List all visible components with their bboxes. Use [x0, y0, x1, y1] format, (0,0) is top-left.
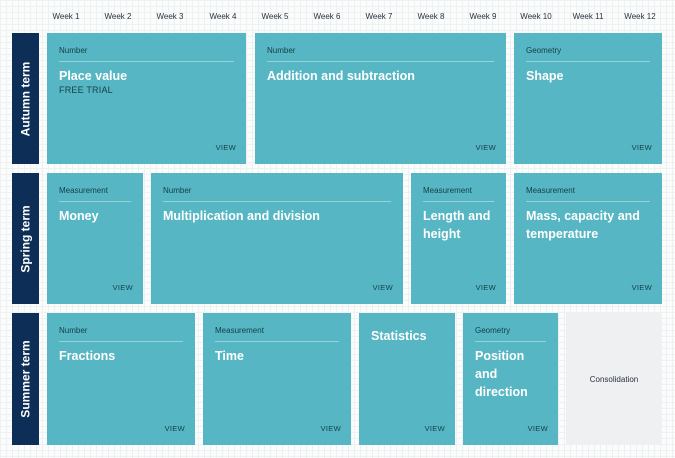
view-link[interactable]: VIEW [424, 424, 445, 433]
block-category: Number [59, 46, 234, 62]
block-category: Number [59, 326, 183, 342]
consolidation-label: Consolidation [589, 374, 639, 384]
week-label: Week 9 [469, 12, 497, 21]
week-label: Week 3 [156, 12, 184, 21]
block-title: Shape [526, 69, 564, 83]
autumn-term-text: Autumn term [18, 61, 33, 136]
block-title: Statistics [371, 329, 427, 343]
block-card-fractions[interactable]: Number Fractions VIEW [47, 313, 195, 445]
block-category: Number [163, 186, 391, 202]
free-trial-badge: FREE TRIAL [59, 85, 113, 95]
block-card-multiplication-division[interactable]: Number Multiplication and division VIEW [151, 173, 403, 304]
consolidation-block: Consolidation [566, 313, 662, 445]
block-card-shape[interactable]: Geometry Shape VIEW [514, 33, 662, 164]
block-title: Money [59, 209, 99, 223]
block-title: Time [215, 349, 244, 363]
view-link[interactable]: VIEW [372, 283, 393, 292]
summer-term-label: Summer term [12, 313, 39, 445]
view-link[interactable]: VIEW [320, 424, 341, 433]
block-title: Position and direction [475, 349, 528, 399]
block-card-statistics[interactable]: Statistics VIEW [359, 313, 455, 445]
block-card-addition-subtraction[interactable]: Number Addition and subtraction VIEW [255, 33, 506, 164]
view-link[interactable]: VIEW [631, 283, 652, 292]
week-label: Week 4 [209, 12, 237, 21]
view-link[interactable]: VIEW [527, 424, 548, 433]
block-title: Length and height [423, 209, 491, 241]
view-link[interactable]: VIEW [164, 424, 185, 433]
week-label: Week 2 [104, 12, 132, 21]
block-card-place-value[interactable]: Number Place value FREE TRIAL VIEW [47, 33, 246, 164]
block-category: Number [267, 46, 494, 62]
view-link[interactable]: VIEW [475, 283, 496, 292]
block-title: Fractions [59, 349, 116, 363]
block-category: Measurement [59, 186, 131, 202]
block-card-time[interactable]: Measurement Time VIEW [203, 313, 351, 445]
week-label: Week 6 [313, 12, 341, 21]
view-link[interactable]: VIEW [631, 143, 652, 152]
week-label: Week 11 [572, 12, 604, 21]
view-link[interactable]: VIEW [215, 143, 236, 152]
autumn-term-label: Autumn term [12, 33, 39, 164]
view-link[interactable]: VIEW [112, 283, 133, 292]
view-link[interactable]: VIEW [475, 143, 496, 152]
block-category: Measurement [423, 186, 494, 202]
block-title: Mass, capacity and temperature [526, 209, 640, 241]
week-label: Week 12 [624, 12, 656, 21]
week-label: Week 8 [417, 12, 445, 21]
spring-term-label: Spring term [12, 173, 39, 304]
block-title: Addition and subtraction [267, 69, 415, 83]
block-card-mass-capacity-temperature[interactable]: Measurement Mass, capacity and temperatu… [514, 173, 662, 304]
block-card-length-height[interactable]: Measurement Length and height VIEW [411, 173, 506, 304]
block-category: Measurement [526, 186, 650, 202]
block-card-money[interactable]: Measurement Money VIEW [47, 173, 143, 304]
week-label: Week 5 [261, 12, 289, 21]
block-category: Geometry [475, 326, 546, 342]
block-category: Measurement [215, 326, 339, 342]
week-label: Week 10 [520, 12, 552, 21]
spring-term-text: Spring term [18, 204, 33, 273]
week-label: Week 1 [52, 12, 80, 21]
block-category: Geometry [526, 46, 650, 62]
block-title: Multiplication and division [163, 209, 320, 223]
block-title: Place value [59, 69, 128, 83]
summer-term-text: Summer term [18, 340, 33, 418]
block-card-position-direction[interactable]: Geometry Position and direction VIEW [463, 313, 558, 445]
week-label: Week 7 [365, 12, 393, 21]
